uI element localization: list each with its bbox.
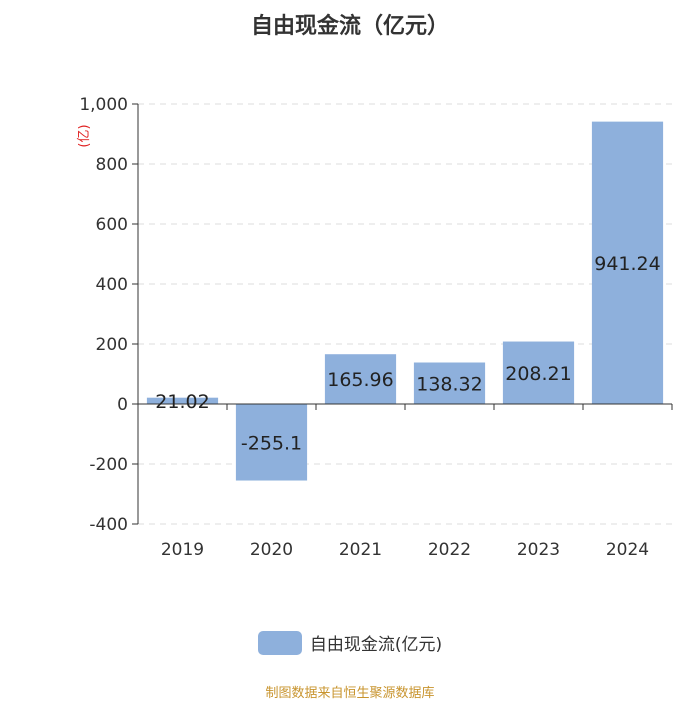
data-label: 165.96 xyxy=(327,369,393,391)
axes: 1,000 800 600 400 200 0 -200 -400 2019 2020 2021 20… xyxy=(79,95,673,560)
y-tick-label: -400 xyxy=(89,515,128,535)
x-tick-label: 2019 xyxy=(161,540,204,560)
y-tick-label: 1,000 xyxy=(79,95,128,115)
data-labels: 21.02 -255.1 165.96 138.32 208.21 941.24 xyxy=(155,253,660,454)
legend-label: 自由现金流(亿元) xyxy=(309,635,443,655)
source-note: 制图数据来自恒生聚源数据库 xyxy=(265,686,435,701)
x-tick-label: 2020 xyxy=(250,540,293,560)
x-tick-label: 2024 xyxy=(606,540,649,560)
y-tick-label: -200 xyxy=(89,455,128,475)
data-label: 138.32 xyxy=(416,373,482,395)
bar xyxy=(146,397,219,404)
bar xyxy=(235,404,308,481)
data-label: 21.02 xyxy=(155,391,209,413)
y-tick-label: 800 xyxy=(96,155,128,175)
y-tick-label: 200 xyxy=(96,335,128,355)
bar xyxy=(324,354,397,404)
bar xyxy=(413,362,486,404)
y-tick-label: 600 xyxy=(96,215,128,235)
data-label: 208.21 xyxy=(505,363,571,385)
legend: 自由现金流(亿元) xyxy=(0,630,700,655)
y-tick-label: 400 xyxy=(96,275,128,295)
bar xyxy=(502,341,575,404)
legend-swatch xyxy=(257,630,302,655)
y-axis-label: (亿) xyxy=(77,124,92,147)
x-tick-label: 2021 xyxy=(339,540,382,560)
bar xyxy=(591,121,664,405)
chart-title: 自由现金流（亿元） xyxy=(250,14,449,39)
x-tick-label: 2022 xyxy=(428,540,471,560)
y-tick-label: 0 xyxy=(117,395,128,415)
bar-chart: 1,000 800 600 400 200 0 -200 -400 2019 2020 2021 20… xyxy=(77,95,673,560)
data-label: -255.1 xyxy=(241,432,302,454)
x-tick-label: 2023 xyxy=(517,540,560,560)
data-label: 941.24 xyxy=(594,253,660,275)
bars xyxy=(146,121,664,481)
